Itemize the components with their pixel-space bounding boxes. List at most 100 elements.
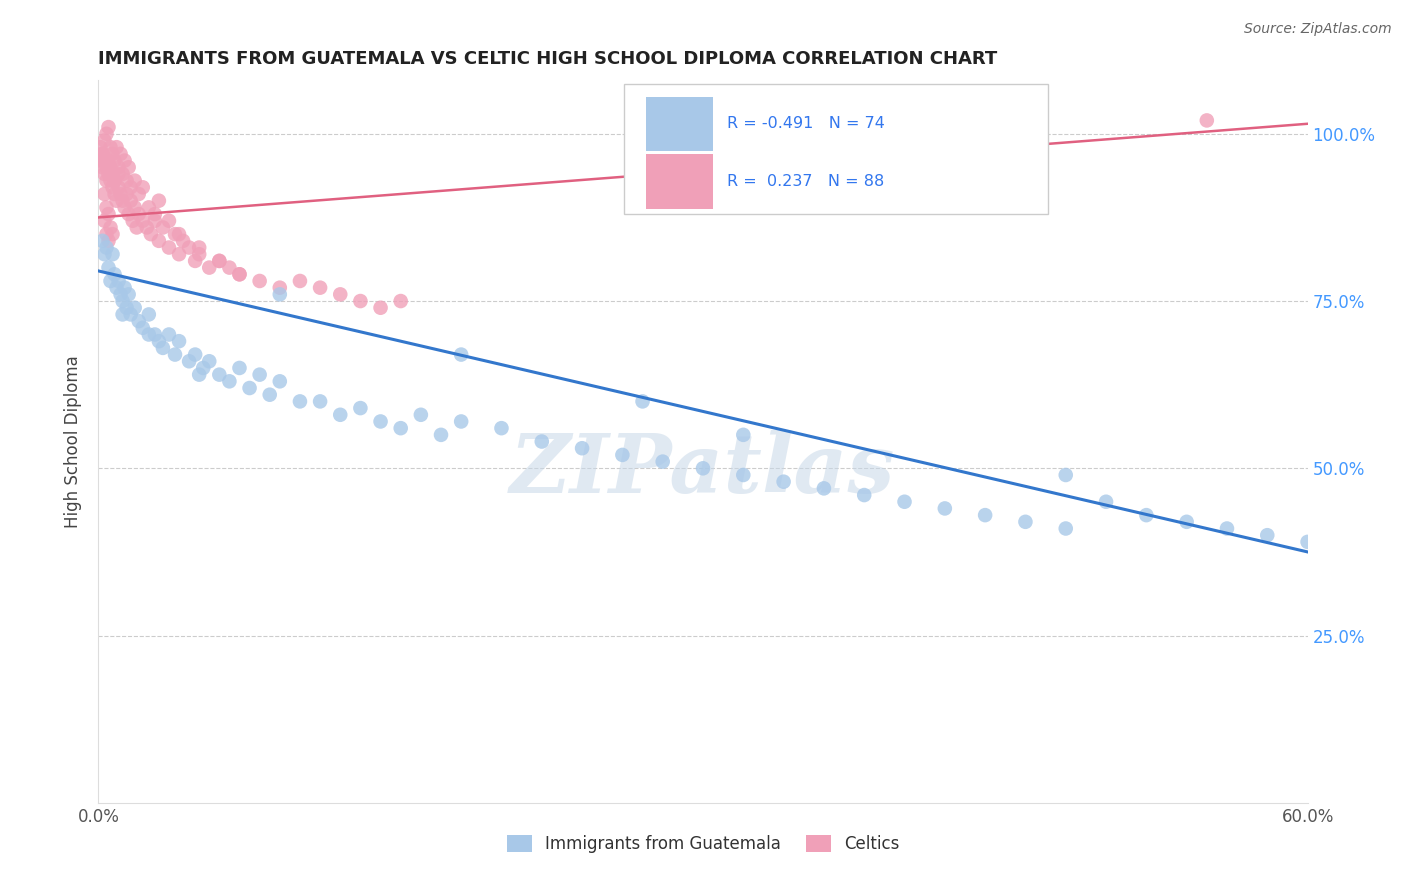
- Y-axis label: High School Diploma: High School Diploma: [65, 355, 83, 528]
- Point: [96, 127, 118, 141]
- Point: [530, 434, 553, 449]
- Point: [309, 281, 332, 295]
- Point: [172, 234, 194, 248]
- Point: [101, 180, 124, 194]
- Point: [103, 173, 125, 188]
- Point: [1054, 467, 1077, 482]
- Point: [853, 488, 876, 502]
- Point: [110, 287, 132, 301]
- Point: [135, 220, 157, 235]
- Point: [692, 461, 714, 475]
- Point: [349, 401, 371, 416]
- Point: [107, 180, 129, 194]
- Point: [1135, 508, 1157, 523]
- Point: [157, 214, 180, 228]
- Point: [198, 260, 221, 275]
- Point: [128, 207, 150, 221]
- Point: [97, 120, 120, 135]
- Point: [239, 381, 262, 395]
- Point: [93, 134, 115, 148]
- Point: [1195, 113, 1218, 128]
- Point: [118, 287, 141, 301]
- Point: [114, 281, 136, 295]
- Point: [409, 408, 432, 422]
- Bar: [647, 154, 713, 209]
- Point: [139, 227, 162, 242]
- Point: [288, 394, 311, 409]
- Point: [198, 354, 221, 368]
- Point: [813, 482, 835, 496]
- Point: [167, 247, 190, 261]
- Point: [167, 334, 190, 349]
- Point: [167, 227, 190, 242]
- Point: [208, 254, 231, 268]
- Point: [163, 348, 186, 362]
- Point: [893, 494, 915, 508]
- Point: [111, 194, 134, 208]
- Point: [143, 327, 166, 342]
- Point: [450, 348, 472, 362]
- Text: ZIPatlas: ZIPatlas: [510, 431, 896, 510]
- Point: [132, 180, 155, 194]
- Point: [93, 214, 115, 228]
- Point: [107, 167, 129, 181]
- Point: [269, 287, 291, 301]
- Point: [651, 455, 673, 469]
- Point: [1014, 515, 1036, 529]
- Point: [138, 201, 160, 215]
- Point: [193, 361, 215, 376]
- Point: [1296, 534, 1319, 549]
- Point: [450, 414, 472, 429]
- Point: [249, 274, 271, 288]
- Text: Source: ZipAtlas.com: Source: ZipAtlas.com: [1244, 22, 1392, 37]
- Point: [125, 220, 148, 235]
- Point: [184, 348, 207, 362]
- Point: [179, 241, 201, 255]
- Point: [91, 147, 114, 161]
- Point: [157, 241, 180, 255]
- Point: [1216, 521, 1239, 535]
- Point: [100, 173, 122, 188]
- Point: [208, 368, 231, 382]
- Point: [491, 421, 513, 435]
- Point: [218, 260, 240, 275]
- Point: [184, 254, 207, 268]
- Point: [974, 508, 997, 523]
- Point: [97, 167, 120, 181]
- Point: [249, 368, 271, 382]
- Point: [370, 301, 392, 315]
- Point: [152, 220, 174, 235]
- Point: [96, 227, 118, 242]
- Point: [733, 467, 755, 482]
- Point: [148, 334, 170, 349]
- Text: R = -0.491   N = 74: R = -0.491 N = 74: [727, 116, 884, 131]
- Point: [97, 207, 120, 221]
- Point: [89, 153, 111, 168]
- Point: [188, 368, 211, 382]
- Point: [105, 140, 128, 154]
- Point: [100, 220, 122, 235]
- Point: [179, 354, 201, 368]
- Point: [91, 234, 114, 248]
- Point: [96, 173, 118, 188]
- Point: [110, 147, 132, 161]
- Point: [118, 161, 141, 175]
- Point: [97, 260, 120, 275]
- Point: [188, 247, 211, 261]
- Point: [91, 161, 114, 175]
- Point: [120, 194, 142, 208]
- Point: [107, 274, 129, 288]
- Point: [101, 247, 124, 261]
- Point: [114, 153, 136, 168]
- Point: [329, 408, 352, 422]
- Point: [91, 147, 114, 161]
- Point: [96, 241, 118, 255]
- Point: [148, 194, 170, 208]
- Point: [430, 427, 453, 442]
- Point: [105, 281, 128, 295]
- Point: [288, 274, 311, 288]
- Point: [115, 173, 138, 188]
- Point: [157, 327, 180, 342]
- Point: [571, 442, 593, 455]
- Point: [97, 234, 120, 248]
